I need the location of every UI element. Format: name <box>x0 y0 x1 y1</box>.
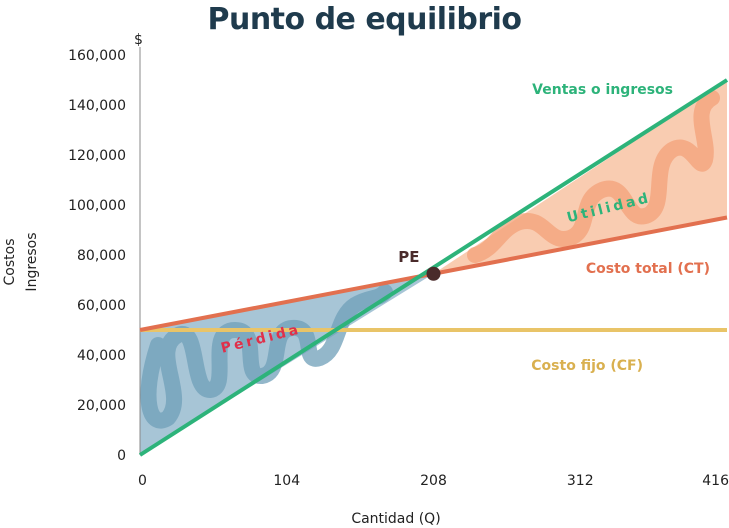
loss-squiggle <box>140 284 393 429</box>
y-tick-label: 160,000 <box>68 48 126 64</box>
x-tick-label: 416 <box>702 473 729 489</box>
y-axis-label: Costos <box>2 239 18 286</box>
y-tick-label: 20,000 <box>77 398 126 414</box>
y-tick-label: 140,000 <box>68 98 126 114</box>
chart-title: Punto de equilibrio <box>207 2 522 37</box>
axes-layer: 0 20,000 40,000 60,000 80,000 100,000 120,000 1… <box>2 32 729 527</box>
fixed-cost-series-label: Costo fijo (CF) <box>531 358 643 374</box>
x-axis-label: Cantidad (Q) <box>351 511 440 527</box>
profit-squiggle <box>467 90 720 263</box>
y-axis-label: Ingresos <box>24 232 40 291</box>
y-tick-label: 120,000 <box>68 148 126 164</box>
y-tick-label: 100,000 <box>68 198 126 214</box>
revenue-series-label: Ventas o ingresos <box>532 82 673 98</box>
y-tick-label: 40,000 <box>77 348 126 364</box>
break-even-label: PE <box>398 248 419 266</box>
y-tick-label: 0 <box>117 448 126 464</box>
break-even-point <box>426 266 441 281</box>
y-unit-label: $ <box>134 32 143 48</box>
total-cost-series-label: Costo total (CT) <box>586 261 710 277</box>
y-tick-label: 80,000 <box>77 248 126 264</box>
series-layer <box>138 78 729 457</box>
y-tick-label: 60,000 <box>77 298 126 314</box>
x-tick-label: 0 <box>138 473 147 489</box>
x-tick-label: 208 <box>420 473 447 489</box>
x-tick-label: 104 <box>273 473 300 489</box>
x-tick-label: 312 <box>567 473 594 489</box>
